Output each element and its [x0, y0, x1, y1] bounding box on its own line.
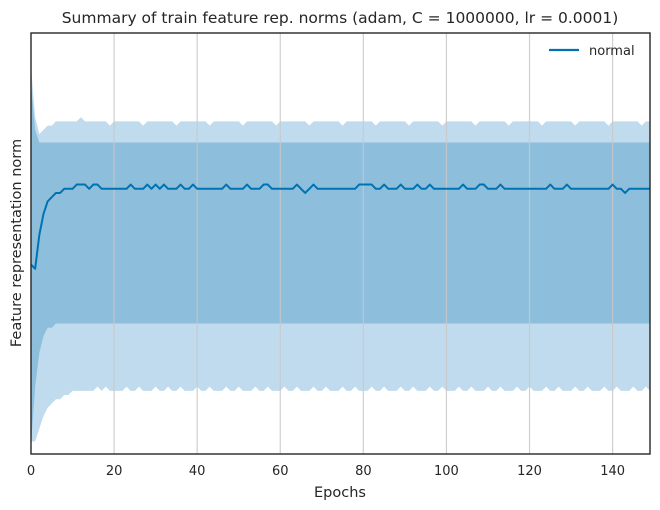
x-tick-label: 60: [272, 464, 289, 479]
plot-frame: [30, 32, 651, 455]
x-tick-label: 80: [355, 464, 372, 479]
plot-area: [30, 33, 650, 454]
legend: normal: [549, 44, 635, 59]
legend-label-normal: normal: [589, 44, 635, 59]
x-axis-ticks: 0 20 40 60 80 100 120 140: [27, 464, 625, 479]
x-tick-label: 120: [517, 464, 542, 479]
x-tick-label: 140: [600, 464, 625, 479]
x-tick-label: 100: [434, 464, 459, 479]
series-line-normal: [30, 183, 650, 270]
inner-spread-band: [31, 83, 650, 446]
x-tick-label: 20: [106, 464, 123, 479]
vertical-grid-lines: [113, 33, 614, 454]
chart-title: Summary of train feature rep. norms (ada…: [62, 9, 619, 27]
x-tick-label: 0: [27, 464, 35, 479]
x-tick-label: 40: [189, 464, 206, 479]
y-axis-label: Feature representation norm: [9, 139, 25, 347]
x-axis-label: Epochs: [314, 485, 366, 501]
